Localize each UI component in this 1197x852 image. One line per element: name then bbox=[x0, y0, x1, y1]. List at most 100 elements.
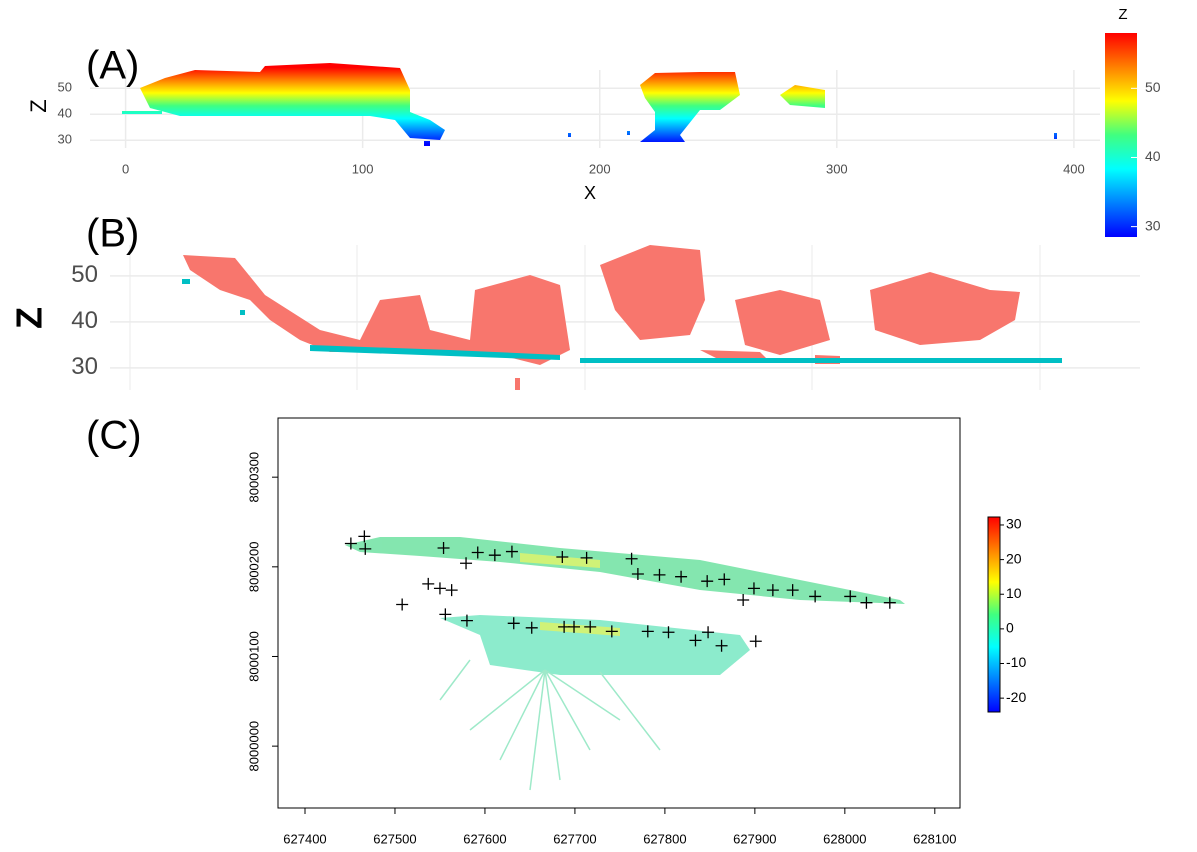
marker bbox=[766, 584, 779, 597]
x-tick-label: 627700 bbox=[553, 831, 596, 846]
marker bbox=[702, 626, 715, 639]
cloud bbox=[735, 290, 830, 355]
y-tick-label: 40 bbox=[71, 307, 98, 334]
panel-c-markers bbox=[344, 530, 896, 652]
cloud bbox=[540, 622, 620, 636]
colorbar-tick-label: -20 bbox=[1006, 689, 1026, 705]
panel-a-cloud bbox=[122, 63, 1057, 146]
cloud bbox=[345, 537, 905, 604]
marker bbox=[488, 549, 501, 562]
x-tick-label: 627600 bbox=[463, 831, 506, 846]
plot-frame bbox=[277, 417, 961, 809]
x-tick-label: 628000 bbox=[823, 831, 866, 846]
colorbar bbox=[1105, 33, 1137, 237]
colorbar-tick-label: 40 bbox=[1145, 148, 1161, 164]
marker bbox=[580, 551, 593, 564]
panel-b-cloud bbox=[182, 245, 1062, 390]
cloud-rays bbox=[439, 659, 661, 791]
x-axis-label: X bbox=[584, 183, 596, 203]
cloud bbox=[580, 358, 1062, 363]
x-tick-label: 400 bbox=[1063, 161, 1085, 176]
marker bbox=[631, 568, 644, 580]
x-tick-label: 200 bbox=[589, 161, 611, 176]
cloud bbox=[424, 141, 430, 146]
y-tick-label: 50 bbox=[71, 261, 98, 288]
marker bbox=[525, 621, 538, 634]
colorbar-tick-label: 30 bbox=[1006, 516, 1022, 532]
cloud bbox=[640, 72, 740, 142]
x-tick-label: 627900 bbox=[733, 831, 776, 846]
marker bbox=[605, 625, 618, 638]
cloud bbox=[440, 615, 750, 675]
y-tick-label: 50 bbox=[58, 80, 72, 95]
marker bbox=[433, 582, 446, 595]
marker bbox=[860, 596, 873, 609]
colorbar-tick-label: 0 bbox=[1006, 620, 1014, 636]
marker bbox=[675, 570, 688, 583]
marker bbox=[439, 608, 452, 621]
panel-label: (C) bbox=[86, 414, 142, 458]
y-tick-label: 8000300 bbox=[246, 452, 261, 503]
panel-label: (B) bbox=[86, 212, 139, 256]
colorbar bbox=[987, 516, 1001, 713]
marker bbox=[718, 573, 731, 586]
panel-c-cloud bbox=[345, 537, 905, 791]
cloud bbox=[600, 245, 705, 340]
marker bbox=[584, 620, 597, 633]
cloud bbox=[182, 279, 190, 284]
x-tick-label: 628100 bbox=[913, 831, 956, 846]
marker bbox=[844, 590, 857, 603]
marker bbox=[568, 620, 581, 633]
marker bbox=[715, 639, 728, 652]
marker bbox=[437, 542, 450, 554]
cloud bbox=[520, 553, 600, 568]
y-axis-label: Z bbox=[26, 99, 51, 112]
cloud bbox=[1054, 133, 1057, 139]
y-tick-label: 30 bbox=[58, 132, 72, 147]
marker bbox=[662, 626, 675, 639]
cloud bbox=[780, 85, 825, 108]
marker bbox=[747, 582, 760, 595]
marker bbox=[737, 594, 750, 606]
y-tick-label: 40 bbox=[58, 106, 72, 121]
colorbar-tick-label: 20 bbox=[1006, 550, 1022, 566]
marker bbox=[556, 550, 569, 563]
marker bbox=[460, 557, 473, 570]
y-tick-label: 8000100 bbox=[246, 631, 261, 682]
marker bbox=[445, 584, 458, 597]
y-tick-label: 30 bbox=[71, 353, 98, 380]
marker bbox=[653, 568, 666, 581]
x-tick-label: 627500 bbox=[373, 831, 416, 846]
marker bbox=[883, 596, 896, 609]
x-tick-label: 300 bbox=[826, 161, 848, 176]
marker bbox=[701, 575, 714, 588]
marker bbox=[641, 625, 654, 638]
marker bbox=[358, 530, 371, 543]
x-tick-label: 627400 bbox=[283, 831, 326, 846]
y-tick-label: 8000200 bbox=[246, 542, 261, 593]
marker bbox=[786, 584, 799, 597]
marker bbox=[507, 617, 520, 630]
colorbar-tick-label: 10 bbox=[1006, 585, 1022, 601]
cloud bbox=[870, 272, 1020, 345]
marker bbox=[344, 537, 357, 550]
marker bbox=[460, 614, 473, 627]
marker bbox=[505, 545, 518, 558]
marker bbox=[422, 577, 435, 590]
cloud bbox=[515, 378, 520, 390]
marker bbox=[471, 546, 484, 559]
x-tick-label: 0 bbox=[122, 161, 129, 176]
colorbar-title: Z bbox=[1118, 6, 1127, 23]
marker bbox=[689, 634, 702, 647]
cloud bbox=[310, 345, 560, 360]
colorbar-tick-label: 50 bbox=[1145, 79, 1161, 95]
marker bbox=[809, 590, 822, 603]
y-tick-label: 8000000 bbox=[246, 721, 261, 772]
cloud bbox=[240, 310, 245, 315]
cloud bbox=[140, 63, 445, 140]
marker bbox=[396, 598, 409, 611]
cloud bbox=[122, 111, 162, 114]
cloud bbox=[627, 131, 630, 135]
